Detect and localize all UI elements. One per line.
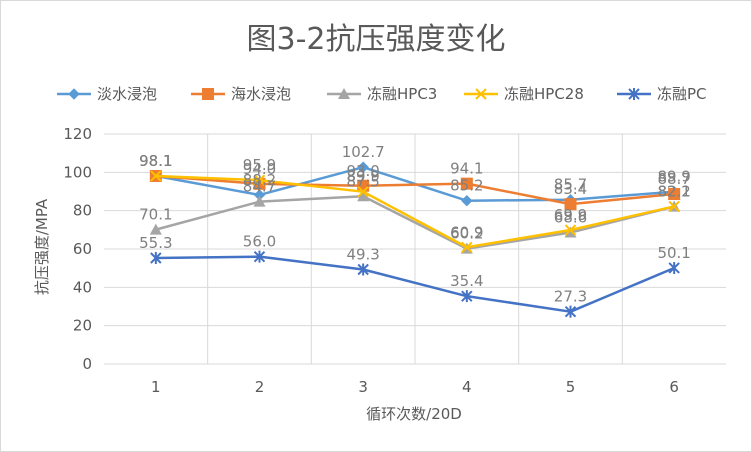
data-point (253, 174, 266, 186)
series-line (155, 255, 675, 313)
data-label: 35.4 (450, 272, 483, 290)
data-point (68, 88, 80, 100)
data-label: 89.9 (657, 168, 690, 186)
data-point (253, 250, 266, 263)
legend-item: 冻融HPC28 (464, 85, 584, 103)
data-point (564, 226, 577, 238)
data-label: 95.9 (243, 156, 276, 174)
data-point (253, 195, 266, 207)
data-label: 98.1 (139, 152, 172, 170)
data-label: 94.1 (450, 160, 483, 178)
data-label: 89.9 (346, 168, 379, 186)
data-point (668, 261, 680, 274)
data-point (564, 305, 577, 318)
data-point (150, 252, 162, 265)
data-point (475, 88, 487, 100)
data-label: 60.9 (450, 223, 483, 241)
x-tick-label: 2 (255, 378, 265, 396)
data-label: 70.1 (139, 206, 172, 224)
x-axis-ticks: 1 2 3 4 5 6 (151, 378, 679, 396)
data-label: 83.4 (554, 180, 587, 198)
data-point (357, 190, 370, 202)
data-label: 93.0 (346, 162, 379, 180)
x-tick-label: 6 (669, 378, 679, 396)
data-point (461, 194, 473, 207)
data-label: 49.3 (346, 246, 379, 264)
y-tick-label: 100 (63, 163, 92, 181)
legend-label: 冻融PC (657, 85, 707, 103)
y-tick-label: 0 (82, 355, 92, 373)
legend-item: 冻融PC (617, 85, 707, 103)
legend-label: 淡水浸泡 (97, 85, 157, 103)
y-tick-label: 40 (73, 278, 92, 296)
series-layer (149, 161, 681, 318)
data-label: 27.3 (554, 288, 587, 306)
x-tick-label: 4 (462, 378, 472, 396)
data-point (357, 185, 369, 198)
data-point (668, 187, 681, 200)
data-point (357, 161, 369, 173)
series-line (155, 174, 675, 206)
series-line (155, 195, 675, 250)
data-label: 69.9 (554, 206, 587, 224)
data-point (202, 88, 214, 100)
data-label: 94.0 (243, 160, 276, 178)
series-line (155, 174, 675, 249)
data-label: 82.1 (657, 183, 690, 201)
x-axis-title: 循环次数/20D (366, 405, 462, 423)
data-point (461, 241, 473, 253)
data-label: 87.5 (346, 172, 379, 190)
data-label: 68.6 (554, 209, 587, 227)
chart-legend: 淡水浸泡 海水浸泡 冻融HPC3 冻融HPC28 冻融PC (57, 85, 707, 103)
data-point (628, 88, 640, 100)
x-tick-label: 3 (358, 378, 368, 396)
data-point (150, 170, 162, 182)
data-point (338, 88, 350, 99)
data-point (149, 223, 162, 235)
legend-item: 海水浸泡 (191, 85, 291, 103)
data-label: 85.2 (450, 177, 483, 195)
chart-title: 图3-2抗压强度变化 (247, 22, 506, 57)
data-label: 88.2 (243, 171, 276, 189)
data-label: 98.1 (139, 152, 172, 170)
legend-item: 冻融HPC3 (327, 85, 437, 103)
y-tick-label: 120 (63, 125, 92, 143)
series-冻融HPC28 (150, 170, 680, 253)
y-axis-ticks: 0 20 40 60 80 100 120 (63, 125, 92, 373)
y-tick-label: 20 (73, 317, 92, 335)
y-tick-label: 60 (73, 240, 92, 258)
data-point (357, 263, 369, 276)
data-label: 102.7 (342, 143, 385, 161)
data-label: 56.0 (243, 233, 276, 251)
y-axis-title: 抗压强度/MPA (33, 198, 51, 295)
legend-label: 冻融HPC28 (504, 85, 584, 103)
y-tick-label: 80 (73, 202, 92, 220)
x-tick-label: 1 (151, 378, 161, 396)
data-label: 98.1 (139, 152, 172, 170)
legend-label: 海水浸泡 (231, 85, 291, 103)
data-label: 82.2 (657, 182, 690, 200)
data-point (668, 200, 680, 213)
data-point (564, 198, 577, 211)
data-point (461, 290, 473, 303)
data-point (564, 224, 577, 236)
data-label: 50.1 (657, 244, 690, 262)
data-label: 84.7 (243, 178, 276, 196)
data-label: 88.7 (657, 170, 690, 188)
data-point (460, 177, 473, 190)
x-tick-label: 5 (566, 378, 576, 396)
legend-label: 冻融HPC3 (367, 85, 437, 103)
data-label: 55.3 (139, 234, 172, 252)
data-label: 85.7 (554, 176, 587, 194)
series-冻融PC (150, 250, 680, 318)
gridlines (104, 133, 726, 365)
legend-item: 淡水浸泡 (57, 85, 157, 103)
data-label: 60.2 (450, 225, 483, 243)
